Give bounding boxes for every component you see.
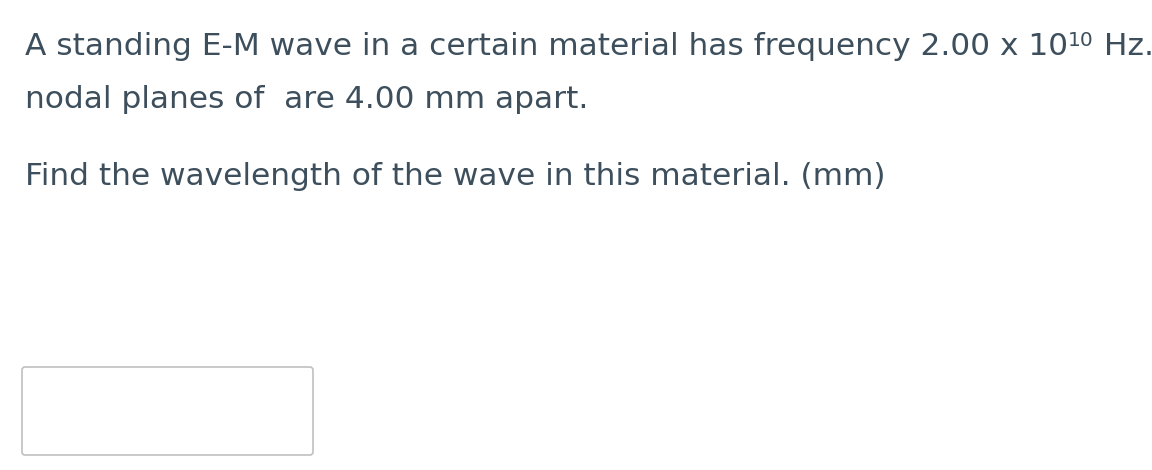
Text: Hz.  The: Hz. The [1094,32,1152,61]
Text: nodal planes of  are 4.00 mm apart.: nodal planes of are 4.00 mm apart. [25,85,589,114]
Text: A standing E-M wave in a certain material has frequency 2.00 x 10: A standing E-M wave in a certain materia… [25,32,1068,61]
FancyBboxPatch shape [22,367,313,455]
Text: Find the wavelength of the wave in this material. (mm): Find the wavelength of the wave in this … [25,162,886,191]
Text: 10: 10 [1068,31,1094,50]
